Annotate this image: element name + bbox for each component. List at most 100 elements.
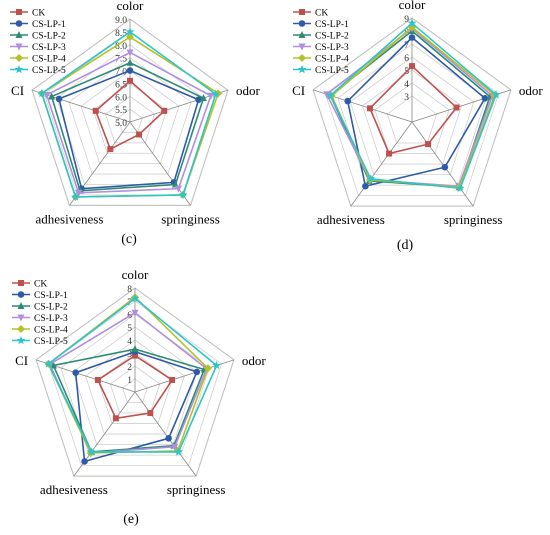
axis-label-odor: odor	[242, 353, 267, 368]
data-point-cs-lp-1	[165, 434, 172, 442]
legend-marker-cs-lp-3	[15, 43, 23, 51]
tick-label: 5.5	[115, 106, 127, 116]
data-point-cs-lp-5	[37, 88, 47, 97]
legend-label-cs-lp-3: CS-LP-3	[32, 43, 66, 53]
legend-marker-ck	[299, 9, 305, 15]
axis-label-odor: odor	[236, 83, 260, 98]
axis-label-color: color	[399, 0, 426, 12]
tick-label: 3	[127, 350, 132, 360]
legend-label-ck: CK	[34, 280, 47, 290]
data-point-ck	[386, 150, 393, 157]
data-point-cs-lp-5	[44, 359, 53, 368]
tick-label: 8.5	[115, 29, 127, 39]
data-point-ck	[127, 77, 133, 84]
axis-label-adhesiveness: adhesiveness	[36, 211, 104, 226]
legend-marker-ck	[16, 9, 22, 15]
legend-label-cs-lp-4: CS-LP-4	[34, 326, 68, 336]
series-line-cs-lp-3	[45, 51, 212, 194]
data-point-ck	[425, 141, 432, 148]
legend-marker-ck	[18, 280, 24, 286]
axis-spoke	[134, 391, 197, 477]
tick-label: 2	[127, 363, 132, 373]
series-line-cs-lp-2	[50, 61, 205, 192]
grid-ring	[105, 95, 155, 144]
data-point-cs-lp-2	[126, 58, 134, 66]
tick-label: 6.5	[115, 80, 127, 90]
data-point-cs-lp-1	[72, 369, 79, 377]
axis-label-adhesiveness: adhesiveness	[317, 212, 385, 227]
data-point-ck	[147, 410, 154, 417]
data-point-cs-lp-1	[81, 458, 88, 465]
legend-marker-cs-lp-5	[16, 336, 26, 345]
panel-label: (c)	[121, 232, 137, 247]
data-point-cs-lp-3	[171, 443, 179, 451]
axis-label-adhesiveness: adhesiveness	[40, 482, 108, 497]
legend-label-cs-lp-5: CS-LP-5	[34, 337, 68, 347]
series-line-cs-lp-5	[329, 22, 498, 190]
grid-ring	[68, 57, 192, 175]
data-point-cs-lp-2	[131, 345, 139, 353]
axis-label-ci: CI	[11, 83, 24, 98]
grid-ring	[117, 108, 143, 133]
series-line-cs-lp-3	[48, 311, 208, 454]
legend-label-cs-lp-1: CS-LP-1	[315, 20, 349, 30]
data-point-cs-lp-5	[71, 192, 80, 201]
data-point-cs-lp-1	[362, 182, 369, 190]
data-point-cs-lp-1	[193, 368, 201, 376]
legend-label-ck: CK	[315, 9, 328, 19]
axis-spoke	[350, 121, 413, 207]
legend-marker-cs-lp-3	[17, 314, 25, 322]
data-point-ck	[136, 131, 143, 138]
axis-spoke	[411, 121, 474, 207]
grid-ring	[92, 82, 168, 154]
data-point-cs-lp-1	[441, 163, 449, 171]
legend-label-cs-lp-5: CS-LP-5	[32, 66, 66, 76]
data-point-cs-lp-1	[126, 67, 134, 74]
grid-ring	[362, 69, 462, 165]
legend-label-cs-lp-1: CS-LP-1	[32, 20, 66, 30]
grid-ring	[374, 82, 450, 154]
data-point-ck	[112, 415, 119, 422]
tick-label: 3	[404, 93, 409, 103]
tick-label: 7.0	[115, 68, 127, 78]
legend-label-cs-lp-2: CS-LP-2	[315, 32, 349, 42]
data-point-cs-lp-1	[481, 94, 489, 102]
data-point-cs-lp-3	[126, 49, 134, 57]
tick-label: 5	[127, 324, 132, 334]
data-point-cs-lp-3	[323, 91, 331, 99]
data-point-cs-lp-1	[55, 95, 63, 103]
tick-label: 4	[127, 337, 132, 347]
legend-marker-cs-lp-1	[17, 291, 25, 298]
tick-label: 8	[127, 285, 132, 295]
axis-label-color: color	[122, 267, 149, 282]
data-point-ck	[409, 63, 415, 70]
series-line-ck	[94, 79, 166, 151]
data-point-cs-lp-2	[48, 92, 56, 100]
radar-panel-2: 12345678colorodorspringinessadhesiveness…	[12, 267, 266, 527]
tick-label: 6	[404, 54, 409, 64]
series-line-ck	[369, 64, 458, 155]
panel-label: (e)	[123, 512, 139, 527]
legend-marker-cs-lp-4	[298, 54, 306, 62]
data-point-cs-lp-5	[130, 293, 140, 303]
tick-label: 6.0	[115, 93, 127, 103]
data-point-cs-lp-4	[203, 364, 212, 373]
series-line-cs-lp-1	[58, 69, 200, 190]
legend-marker-cs-lp-2	[15, 31, 23, 38]
series-line-cs-lp-2	[52, 348, 206, 453]
data-point-cs-lp-5	[326, 90, 335, 100]
legend-marker-cs-lp-5	[14, 65, 24, 74]
data-point-cs-lp-1	[344, 97, 352, 105]
data-point-cs-lp-2	[199, 94, 207, 102]
axis-label-ci: CI	[292, 83, 305, 98]
axis-label-odor: odor	[519, 83, 544, 98]
axis-label-springiness: springiness	[161, 211, 220, 226]
grid-ring	[386, 95, 438, 144]
data-point-ck	[161, 107, 168, 114]
series-line-ck	[96, 354, 174, 420]
axis-label-springiness: springiness	[167, 482, 226, 497]
data-point-cs-lp-5	[87, 447, 96, 456]
legend-marker-cs-lp-2	[17, 302, 25, 309]
tick-label: 9.0	[115, 16, 127, 26]
